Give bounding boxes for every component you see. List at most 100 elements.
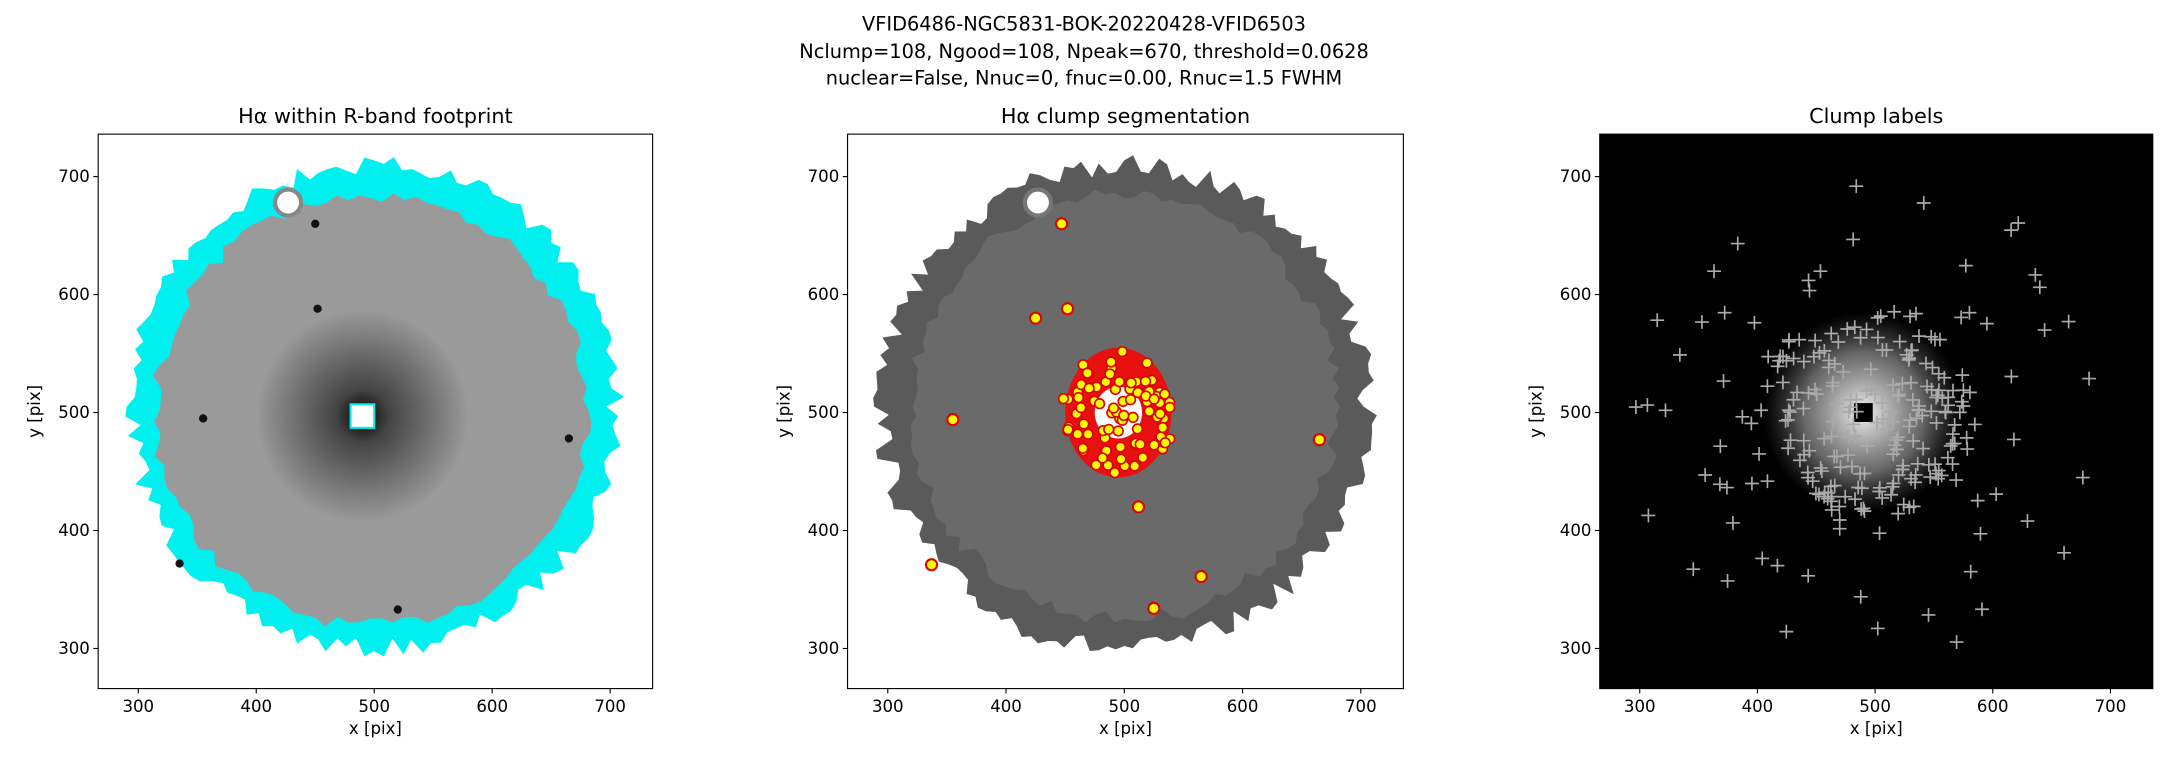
clump-marker — [1910, 456, 1925, 471]
clump-marker — [1853, 589, 1868, 604]
source — [175, 559, 184, 568]
clump-marker — [1924, 329, 1939, 344]
clump-marker — [1891, 506, 1906, 521]
clump-marker — [1891, 430, 1905, 445]
clump-marker — [1735, 409, 1750, 424]
clump-marker — [1962, 305, 1977, 320]
clump-marker — [1896, 458, 1911, 473]
clump-marker — [1641, 508, 1656, 523]
x-tick-label: 400 — [990, 697, 1022, 716]
clump — [1148, 439, 1160, 451]
clump — [1118, 409, 1130, 422]
axes-title: Hα within R-band footprint — [238, 104, 512, 128]
clump-marker — [1938, 405, 1953, 420]
clump-marker — [1672, 347, 1687, 362]
clump-marker — [1717, 305, 1732, 320]
clump-marker — [1931, 471, 1946, 486]
axes-frame — [97, 133, 654, 690]
clump-marker — [1790, 385, 1804, 400]
clump-marker — [1885, 479, 1900, 494]
clump-marker — [2011, 216, 2026, 230]
clump-marker — [1813, 264, 1828, 279]
figure-title: VFID6486-NGC5831-BOK-20220428-VFID6503 — [862, 12, 1306, 35]
clump-marker — [1827, 357, 1842, 371]
source — [311, 219, 320, 228]
clump-marker — [1754, 403, 1769, 418]
clump — [1096, 452, 1109, 464]
clump — [1194, 569, 1208, 584]
y-tick-label: 300 — [58, 639, 90, 658]
clump-marker — [1849, 179, 1864, 194]
clump-marker — [1781, 441, 1796, 456]
clump-marker — [1761, 349, 1776, 364]
clump-marker — [1824, 494, 1838, 509]
clump-marker — [1859, 322, 1874, 337]
clump-marker — [1845, 459, 1859, 474]
clump-marker — [1904, 343, 1919, 358]
clump-marker — [1902, 351, 1917, 366]
clump — [1081, 367, 1094, 379]
clump-marker — [1906, 434, 1921, 448]
clump-marker — [1892, 334, 1907, 349]
clump-marker — [1879, 422, 1894, 437]
clump-marker — [1628, 400, 1643, 414]
clump-marker — [1916, 196, 1931, 210]
clump-marker — [1802, 443, 1817, 458]
clump-marker — [1848, 492, 1862, 507]
clump-marker — [1875, 396, 1890, 410]
clump-marker — [1955, 368, 1970, 383]
clump — [924, 558, 939, 572]
clump-marker — [1808, 333, 1823, 348]
clump-marker — [1875, 343, 1890, 357]
clump-marker — [1887, 438, 1902, 453]
clump — [1103, 423, 1115, 436]
clump — [1312, 433, 1326, 447]
clump-marker — [1846, 232, 1861, 247]
clump-marker — [1883, 404, 1898, 419]
clump-marker — [1928, 332, 1942, 347]
x-axis-label: x [pix] — [1099, 719, 1152, 738]
clump — [1077, 442, 1089, 455]
clump-marker — [1935, 391, 1950, 406]
clump-marker — [1760, 474, 1775, 489]
axes-frame — [847, 133, 1404, 690]
clump-marker — [1890, 388, 1905, 403]
clump-marker — [1886, 476, 1901, 491]
y-tick-label: 500 — [808, 403, 840, 422]
clump-marker — [1747, 315, 1762, 330]
clump-marker — [1870, 621, 1885, 636]
clump-marker — [1967, 417, 1982, 432]
clump-marker — [1859, 384, 1874, 398]
clump-marker — [1783, 405, 1798, 420]
clump — [1104, 368, 1116, 380]
clump — [1115, 453, 1127, 465]
clump-marker — [1801, 568, 1816, 583]
clump — [1124, 393, 1137, 406]
clump-marker — [2082, 371, 2096, 386]
x-tick-label: 300 — [1624, 697, 1656, 716]
clump-marker — [1817, 489, 1831, 504]
clump — [1062, 423, 1074, 436]
clump-marker — [1776, 375, 1790, 390]
clump-marker — [2020, 514, 2035, 528]
clump — [1078, 418, 1090, 430]
x-tick-label: 700 — [594, 697, 626, 716]
clump — [1029, 311, 1043, 325]
clump — [1075, 401, 1087, 414]
clump-marker — [1698, 468, 1713, 482]
clump-marker — [1832, 513, 1847, 527]
x-tick-label: 600 — [1227, 697, 1259, 716]
source — [199, 414, 208, 423]
clump-marker — [1963, 564, 1978, 579]
clump-marker — [1979, 316, 1994, 331]
figure-title: nuclear=False, Nnuc=0, fnuc=0.00, Rnuc=1… — [826, 66, 1342, 89]
clump-marker — [1779, 624, 1794, 639]
clump-marker — [1895, 376, 1910, 391]
clump-marker — [1921, 608, 1936, 622]
clump-marker — [1744, 416, 1759, 431]
clump — [1143, 405, 1155, 417]
clump — [1159, 437, 1171, 449]
clump-marker — [1903, 309, 1917, 324]
x-tick-label: 500 — [1859, 697, 1891, 716]
clump-marker — [1905, 393, 1920, 407]
